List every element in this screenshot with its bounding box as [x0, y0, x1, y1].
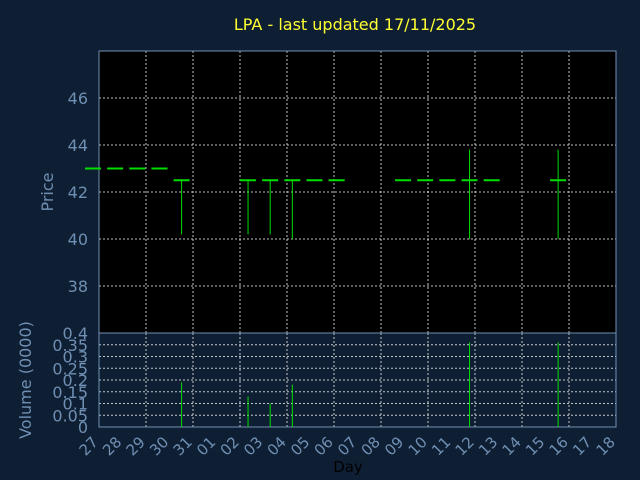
- volume-tick-label: 0.35: [52, 336, 88, 355]
- x-tick-label: 18: [593, 433, 619, 459]
- x-tick-label: 02: [217, 433, 243, 459]
- x-tick-label: 06: [311, 433, 337, 459]
- volume-tick-label: 0.4: [63, 324, 88, 343]
- price-tick-label: 44: [68, 136, 88, 155]
- x-tick-label: 05: [287, 433, 313, 459]
- chart-title: LPA - last updated 17/11/2025: [234, 15, 476, 34]
- x-ticks: 2728293031010203040506070809101112131415…: [76, 433, 619, 459]
- volume-tick-label: 0.15: [52, 383, 88, 402]
- volume-y-ticks: 00.050.10.150.20.250.30.350.4: [52, 324, 88, 437]
- volume-panel-frame: [98, 332, 617, 428]
- x-tick-label: 29: [123, 433, 149, 459]
- volume-tick-label: 0.3: [63, 348, 88, 367]
- volume-tick-label: 0.25: [52, 359, 88, 378]
- x-tick-label: 03: [240, 433, 266, 459]
- x-tick-label: 01: [193, 433, 219, 459]
- volume-tick-label: 0.2: [63, 371, 88, 390]
- price-axis-label: Price: [38, 172, 57, 211]
- x-tick-label: 30: [146, 433, 172, 459]
- x-tick-label: 08: [358, 433, 384, 459]
- price-tick-label: 40: [68, 230, 88, 249]
- x-tick-label: 16: [546, 433, 572, 459]
- x-tick-label: 31: [170, 433, 196, 459]
- x-tick-label: 07: [334, 433, 360, 459]
- volume-grid: [98, 332, 617, 428]
- x-tick-label: 13: [475, 433, 501, 459]
- x-tick-label: 14: [499, 433, 525, 459]
- volume-tick-label: 0: [78, 418, 88, 437]
- x-tick-label: 27: [76, 433, 102, 459]
- x-tick-label: 12: [452, 433, 478, 459]
- price-tick-label: 38: [68, 277, 88, 296]
- x-tick-label: 15: [522, 433, 548, 459]
- price-y-ticks: 38 40 42 44 46: [68, 89, 88, 296]
- x-tick-label: 17: [569, 433, 595, 459]
- x-tick-label: 28: [99, 433, 125, 459]
- price-panel-frame-bg: [99, 51, 616, 333]
- volume-tick-label: 0.1: [63, 395, 88, 414]
- volume-tick-label: 0.05: [52, 406, 88, 425]
- x-axis-label: Day: [333, 458, 363, 476]
- volume-axis-label: Volume (0000): [16, 321, 35, 439]
- x-tick-label: 11: [428, 433, 454, 459]
- x-tick-label: 09: [381, 433, 407, 459]
- volume-bars: [181, 342, 559, 427]
- price-bars: [85, 149, 567, 239]
- price-tick-label: 46: [68, 89, 88, 108]
- x-tick-label: 10: [405, 433, 431, 459]
- x-tick-label: 04: [264, 433, 290, 459]
- price-tick-label: 42: [68, 183, 88, 202]
